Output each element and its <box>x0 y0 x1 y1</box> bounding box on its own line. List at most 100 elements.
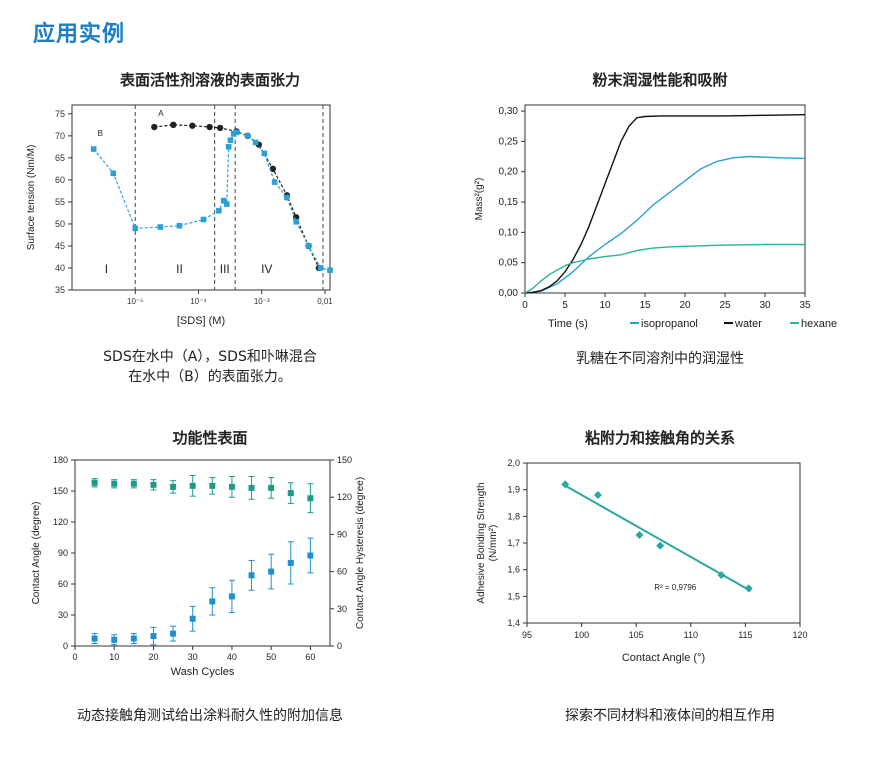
panel-title-functional-surface: 功能性表面 <box>172 429 248 447</box>
legend-label-isopropanol: isopropanol <box>641 318 698 330</box>
y2-tick-label: 0 <box>337 641 342 651</box>
y-tick-label: 90 <box>58 548 68 558</box>
data-point <box>307 495 314 502</box>
data-point <box>228 593 235 600</box>
wash-cycles-chart: 0 30 60 90 120 150 180 0 30 60 90 120 150 0 10 20 30 40 50… <box>31 455 366 678</box>
data-point-B <box>200 216 207 223</box>
y-tick-label: 1,6 <box>507 565 520 575</box>
data-point-B <box>261 150 268 157</box>
y-tick-label: 55 <box>55 197 65 207</box>
panel-title-surface-tension: 表面活性剂溶液的表面张力 <box>119 71 300 89</box>
x-tick-label: 110 <box>684 630 698 640</box>
x-tick-label: 30 <box>759 300 771 311</box>
data-point <box>170 630 177 637</box>
y2-axis-label: Contact Angle Hysteresis (degree) <box>355 477 366 629</box>
x-tick-label: 25 <box>719 300 731 311</box>
y-tick-label: 0,05 <box>499 258 519 269</box>
data-point <box>170 483 177 490</box>
data-point <box>111 636 118 643</box>
data-point-A <box>216 124 224 132</box>
data-point-B <box>271 179 278 185</box>
data-point <box>130 480 137 487</box>
y2-tick-label: 60 <box>337 567 347 577</box>
series-line-B <box>93 131 331 271</box>
y-tick-label: 1,9 <box>507 485 520 495</box>
data-point-B <box>230 130 237 137</box>
r-squared-annotation: R² = 0,9796 <box>654 583 697 592</box>
data-point <box>111 480 118 487</box>
data-point-B <box>176 222 183 229</box>
data-point-B <box>90 146 97 152</box>
data-point <box>248 484 255 491</box>
data-point <box>656 541 665 550</box>
y-tick-label: 180 <box>53 455 68 465</box>
x-tick-label: 10 <box>109 652 119 662</box>
data-point <box>268 484 275 491</box>
y-axis-label: Adhesive Bonding Strength <box>476 482 487 603</box>
plot-frame <box>524 104 806 294</box>
page-heading: 应用实例 <box>33 22 126 47</box>
data-point-B <box>327 267 333 273</box>
y-tick-label: 0,15 <box>499 197 519 208</box>
x-tick-label: 10 <box>599 300 611 311</box>
y-tick-label: 40 <box>55 263 65 273</box>
caption-line: 在水中（B）的表面张力。 <box>128 369 292 385</box>
series-line-hexane <box>524 243 805 294</box>
y2-tick-label: 150 <box>337 455 352 465</box>
series-line-water <box>524 114 806 294</box>
region-label: III <box>220 262 230 276</box>
data-point-A <box>170 121 177 129</box>
x-tick-label: 0 <box>72 652 77 662</box>
data-point <box>189 482 196 489</box>
data-point-B <box>233 129 240 136</box>
data-point <box>150 633 157 640</box>
data-point <box>561 480 570 489</box>
data-point <box>150 481 157 488</box>
data-point-B <box>220 197 227 204</box>
data-point <box>91 635 98 642</box>
wetting-chart: 0,00 0,05 0,10 0,15 0,20 0,25 0,30 0 5 10 15 20 25 30… <box>474 104 837 330</box>
y-axis-label: Mass²(g²) <box>474 178 485 221</box>
y-tick-label: 150 <box>53 486 68 496</box>
y-tick-label: 65 <box>55 153 65 163</box>
x-tick-label: 0 <box>522 300 528 311</box>
data-point <box>287 559 294 566</box>
data-point-B <box>132 225 139 232</box>
caption-line: 探索不同材料和液体间的相互作用 <box>565 708 775 724</box>
x-tick-label: 10⁻⁵ <box>127 297 143 306</box>
data-point <box>307 552 314 559</box>
series-label: A <box>158 109 164 118</box>
x-tick-label: 50 <box>266 652 276 662</box>
data-point <box>209 598 216 605</box>
data-point-B <box>293 218 299 225</box>
data-point <box>744 584 753 593</box>
y-tick-label: 0,20 <box>499 167 519 178</box>
data-point-B <box>223 201 230 207</box>
x-tick-label: 15 <box>639 300 651 311</box>
data-point-A <box>206 123 213 131</box>
x-tick-label: 20 <box>148 652 158 662</box>
y2-tick-label: 120 <box>337 492 352 502</box>
x-axis-label: Wash Cycles <box>171 666 235 678</box>
x-tick-label: 100 <box>574 630 589 640</box>
data-point-A <box>151 123 158 131</box>
legend-label-water: water <box>734 318 762 330</box>
x-tick-label: 95 <box>522 630 532 640</box>
data-point <box>248 572 255 579</box>
y-tick-label: 70 <box>55 131 65 141</box>
x-axis-label: [SDS] (M) <box>177 315 225 327</box>
data-point-B <box>225 144 232 150</box>
data-point <box>287 490 294 497</box>
caption-wetting: 乳糖在不同溶剂中的润湿性 <box>520 349 800 369</box>
y-tick-label: 1,4 <box>507 618 520 628</box>
caption-line: 动态接触角测试给出涂料耐久性的附加信息 <box>77 708 343 724</box>
data-point <box>228 483 235 490</box>
caption-surface-tension: SDS在水中（A），SDS和卟啉混合 在水中（B）的表面张力。 <box>40 347 380 387</box>
data-point <box>209 482 216 489</box>
data-point-B <box>284 194 290 201</box>
x-tick-label: 105 <box>629 630 644 640</box>
y-tick-label: 60 <box>55 175 65 185</box>
data-point <box>593 491 602 499</box>
region-label: IV <box>261 262 272 276</box>
